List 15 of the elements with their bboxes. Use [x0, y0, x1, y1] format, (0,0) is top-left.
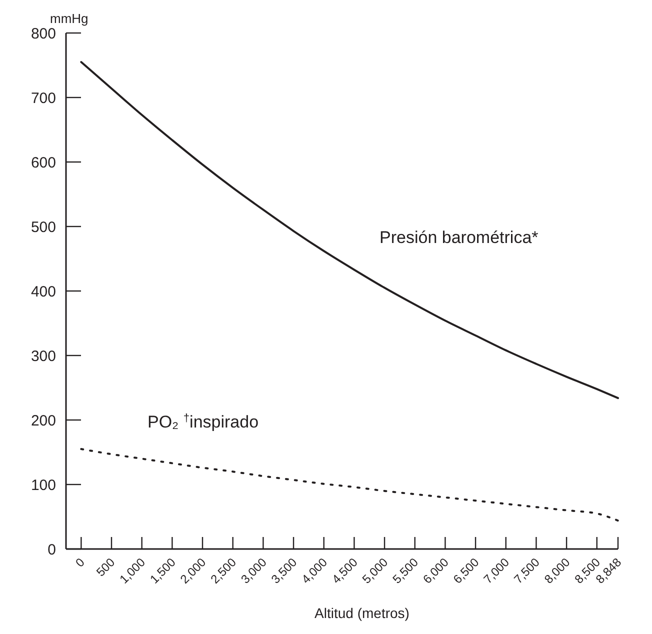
y-tick-label: 100	[30, 476, 56, 494]
x-tick-label: 500	[94, 555, 118, 580]
y-tick-label: 600	[30, 154, 56, 172]
y-tick-label: 800	[30, 25, 56, 42]
y-tick-label: 700	[30, 90, 56, 107]
x-tick-label: 0	[72, 555, 88, 570]
y-axis-title: mmHg	[50, 11, 88, 26]
y-tick-label: 0	[48, 541, 56, 558]
y-tick-label: 400	[30, 283, 56, 300]
series-label: Presión barométrica*	[380, 228, 539, 247]
y-tick-label: 500	[30, 218, 56, 236]
y-tick-label: 200	[30, 412, 56, 430]
x-axis-title: Altitud (metros)	[314, 605, 410, 621]
y-tick-label: 300	[30, 348, 56, 365]
series-label: PO₂ $^{†}$inspirado	[148, 412, 259, 432]
